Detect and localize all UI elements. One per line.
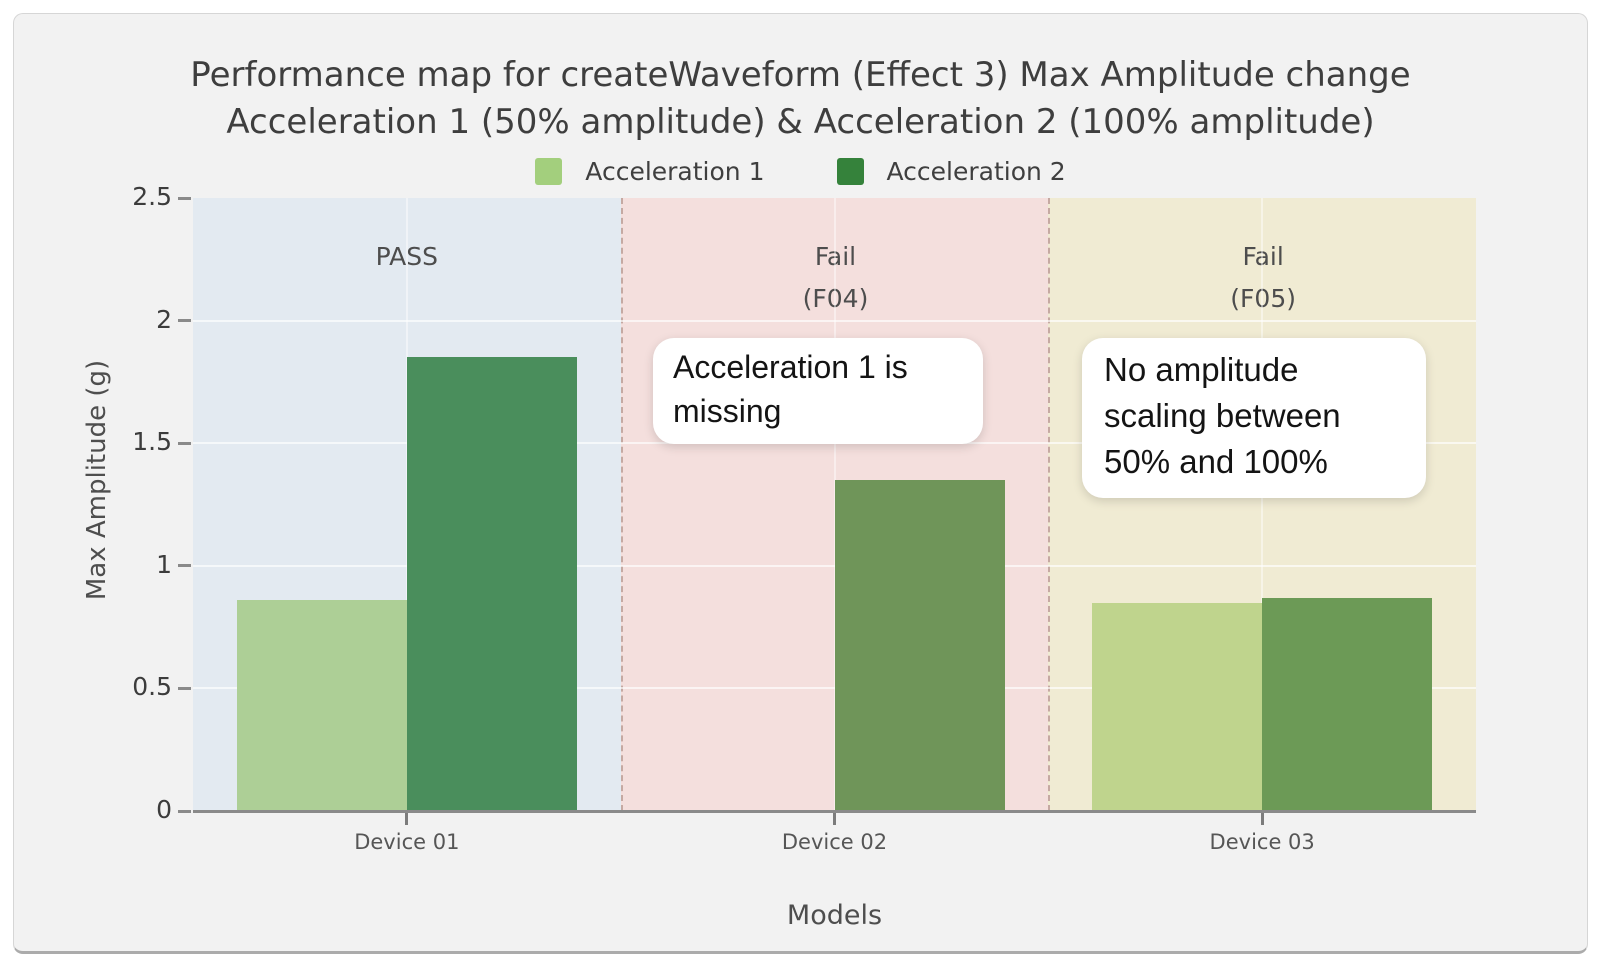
y-axis-tick [178,196,191,200]
y-axis-tick [178,441,191,445]
legend-item-acceleration-1: Acceleration 1 [535,157,765,186]
x-axis-tick-label: Device 03 [1209,830,1315,854]
gridline-horizontal [193,319,1476,322]
y-axis-tick-label: 0.5 [132,672,172,702]
x-axis-line [193,810,1476,813]
legend-label-acceleration-2: Acceleration 2 [886,157,1066,186]
bar-device-01-acceleration-2 [406,357,577,811]
annotation-callout-acceleration-missing: Acceleration 1 is missing [653,338,983,444]
y-axis-tick [178,686,191,690]
chart-legend: Acceleration 1 Acceleration 2 [13,157,1588,186]
plot-area: PASS Fail (F04) Fail (F05) [193,198,1476,811]
y-axis-tick-label: 2.5 [132,182,172,211]
x-axis-title: Models [786,900,883,931]
chart-title: Performance map for createWaveform (Effe… [13,52,1588,146]
y-axis-tick-label: 2 [156,304,172,334]
x-axis-tick-label: Device 01 [354,830,460,854]
bar-device-02-acceleration-2 [834,479,1005,811]
bar-device-03-acceleration-1 [1092,602,1263,811]
x-axis-tick [833,813,836,825]
gridline-vertical [1261,198,1264,811]
y-axis-tick-label: 0 [156,795,172,824]
region-label-2: Fail (F04) [802,242,869,313]
legend-label-acceleration-1: Acceleration 1 [585,157,765,186]
y-axis-tick [178,564,191,568]
legend-swatch-acceleration-1-icon [535,158,563,185]
y-axis-tick [178,809,191,813]
legend-item-acceleration-2: Acceleration 2 [836,157,1066,186]
bar-device-01-acceleration-1 [236,600,407,811]
bar-device-03-acceleration-2 [1262,597,1433,811]
x-axis-tick [405,813,409,825]
x-axis-tick [1260,813,1264,825]
annotation-callout-no-amplitude-scaling: No amplitude scaling between 50% and 100… [1082,338,1426,498]
legend-swatch-acceleration-2-icon [836,158,864,185]
chart-title-line-1: Performance map for createWaveform (Effe… [190,55,1411,95]
region-label-3: Fail (F05) [1230,242,1296,313]
y-axis-tick [178,319,191,323]
region-label-1: PASS [375,242,438,271]
x-axis-tick-label: Device 02 [781,830,888,854]
chart-title-line-2: Acceleration 1 (50% amplitude) & Acceler… [226,102,1375,142]
y-axis-tick-label: 1.5 [132,427,172,457]
y-axis-tick-label: 1 [156,549,172,579]
